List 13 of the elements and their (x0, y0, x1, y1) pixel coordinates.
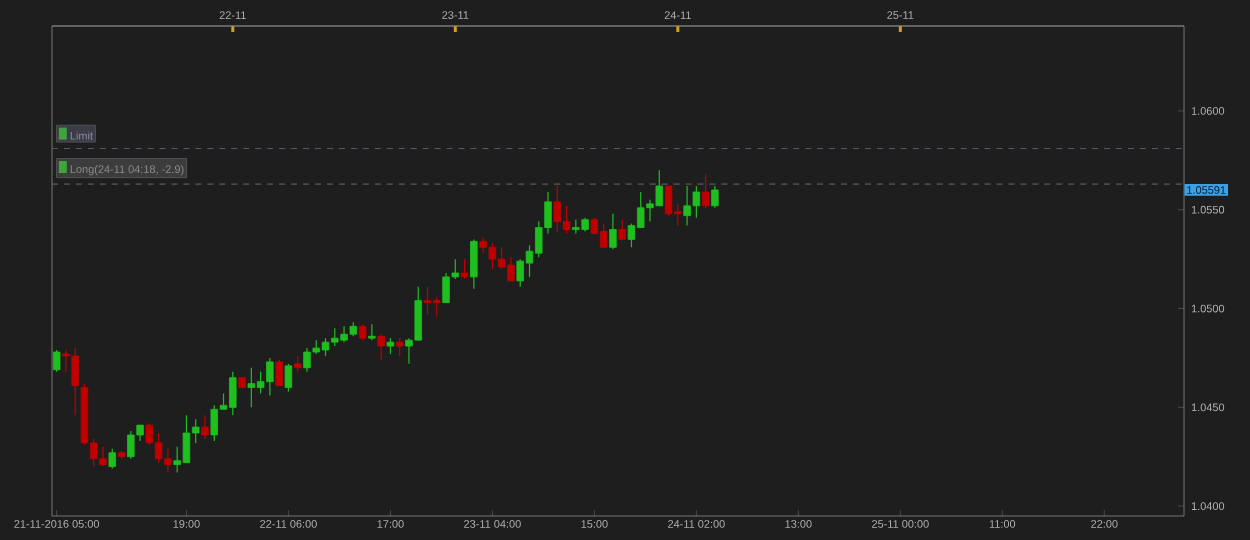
candlestick (201, 414, 209, 440)
candlestick (52, 349, 61, 373)
candlestick (609, 213, 617, 250)
candlestick (275, 359, 283, 387)
candlestick (108, 448, 117, 470)
candlestick (701, 173, 710, 209)
candlestick (284, 363, 293, 393)
candlestick (470, 238, 478, 290)
candlestick (618, 219, 626, 240)
candlestick (377, 333, 385, 361)
candlestick (711, 185, 719, 209)
candlestick (368, 323, 376, 341)
candlestick (460, 258, 469, 280)
